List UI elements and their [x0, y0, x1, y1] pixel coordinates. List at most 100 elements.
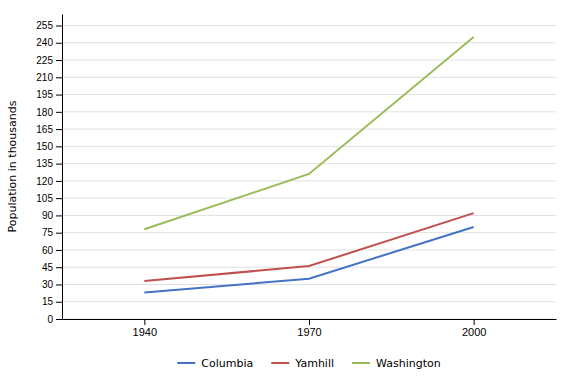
y-tick-label: 45 [42, 262, 54, 273]
y-tick-label: 180 [36, 107, 53, 118]
legend-swatch [177, 362, 195, 364]
y-tick-label: 0 [47, 314, 53, 325]
y-tick-label: 75 [42, 227, 54, 238]
y-tick: 225 [36, 55, 62, 66]
y-tick: 135 [36, 158, 62, 169]
grid-line [62, 42, 556, 43]
y-tick-label: 60 [42, 245, 54, 256]
y-tick-mark [56, 250, 62, 251]
x-tick-mark [309, 319, 310, 325]
y-tick: 180 [36, 107, 62, 118]
grid-line [62, 198, 556, 199]
y-tick-label: 30 [42, 279, 54, 290]
y-tick-mark [56, 198, 62, 199]
grid [62, 26, 556, 319]
y-tick-mark [56, 43, 62, 44]
y-tick-mark [56, 146, 62, 147]
y-tick-label: 210 [36, 72, 53, 83]
y-tick: 210 [36, 72, 62, 83]
y-tick: 240 [36, 37, 62, 48]
y-axis-title: Population in thousands [6, 100, 19, 232]
grid-line [62, 232, 556, 233]
plot: 0 15 30 45 60 75 90 105 120 135 150 165 180 195 210 225… [36, 15, 556, 338]
grid-line [62, 146, 556, 147]
y-axis: 0 15 30 45 60 75 90 105 120 135 150 165 180 195 210 225… [36, 15, 62, 325]
series-line [144, 37, 473, 229]
y-tick-mark [56, 112, 62, 113]
y-tick: 105 [36, 193, 62, 204]
y-tick-label: 255 [36, 20, 53, 31]
y-tick: 255 [36, 20, 62, 31]
y-tick-label: 120 [36, 176, 53, 187]
y-tick: 60 [42, 245, 62, 256]
y-tick: 90 [42, 210, 62, 221]
chart: 0 15 30 45 60 75 90 105 120 135 150 165 180 195 210 225… [0, 0, 574, 381]
grid-line [62, 249, 556, 250]
y-tick-label: 15 [42, 296, 54, 307]
y-tick-label: 240 [36, 37, 53, 48]
grid-line [62, 60, 556, 61]
y-axis-line [62, 15, 63, 320]
x-tick: 1940 [133, 319, 157, 338]
y-tick-label: 90 [42, 210, 54, 221]
y-tick-mark [56, 302, 62, 303]
y-tick-mark [56, 181, 62, 182]
y-tick-mark [56, 129, 62, 130]
x-tick-mark [474, 319, 475, 325]
legend-swatch [271, 362, 289, 364]
y-tick-label: 195 [36, 89, 53, 100]
y-tick: 150 [36, 141, 62, 152]
y-tick-mark [56, 77, 62, 78]
y-tick-label: 150 [36, 141, 53, 152]
y-tick-mark [56, 164, 62, 165]
y-tick-mark [56, 267, 62, 268]
legend-label: Yamhill [294, 357, 334, 370]
legend-item: Columbia [177, 357, 253, 370]
y-tick-mark [56, 95, 62, 96]
legend-item: Yamhill [271, 357, 334, 370]
lines [144, 37, 473, 293]
y-tick-label: 105 [36, 193, 53, 204]
legend-item: Washington [352, 357, 441, 370]
legend-label: Columbia [201, 357, 253, 370]
grid-line [62, 94, 556, 95]
y-tick-label: 225 [36, 55, 53, 66]
y-tick: 30 [42, 279, 62, 290]
series-line [144, 227, 473, 293]
grid-line [62, 25, 556, 26]
x-tick-label: 1970 [297, 326, 321, 338]
x-tick-mark [144, 319, 145, 325]
y-tick-mark [56, 233, 62, 234]
y-tick-mark [56, 60, 62, 61]
y-tick-label: 165 [36, 124, 53, 135]
y-tick: 195 [36, 89, 62, 100]
x-tick-label: 2000 [462, 326, 486, 338]
y-tick: 120 [36, 176, 62, 187]
grid-line [62, 77, 556, 78]
grid-line [62, 163, 556, 164]
grid-line [62, 180, 556, 181]
x-axis: 1940 1970 2000 [63, 319, 557, 338]
x-tick: 1970 [297, 319, 321, 338]
y-tick-mark [56, 319, 62, 320]
grid-line [62, 129, 556, 130]
grid-line [62, 215, 556, 216]
y-tick: 0 [47, 314, 62, 325]
grid-line [62, 301, 556, 302]
y-tick-label: 135 [36, 158, 53, 169]
legend: Columbia Yamhill Washington [177, 357, 440, 370]
y-tick-mark [56, 284, 62, 285]
y-tick: 165 [36, 124, 62, 135]
y-tick-mark [56, 215, 62, 216]
grid-line [62, 284, 556, 285]
grid-line [62, 111, 556, 112]
legend-label: Washington [376, 357, 441, 370]
y-tick: 75 [42, 227, 62, 238]
series-line [144, 213, 473, 281]
y-tick-mark [56, 26, 62, 27]
x-tick: 2000 [462, 319, 486, 338]
y-tick: 15 [42, 296, 62, 307]
x-tick-label: 1940 [133, 326, 157, 338]
y-tick: 45 [42, 262, 62, 273]
legend-swatch [352, 362, 370, 364]
